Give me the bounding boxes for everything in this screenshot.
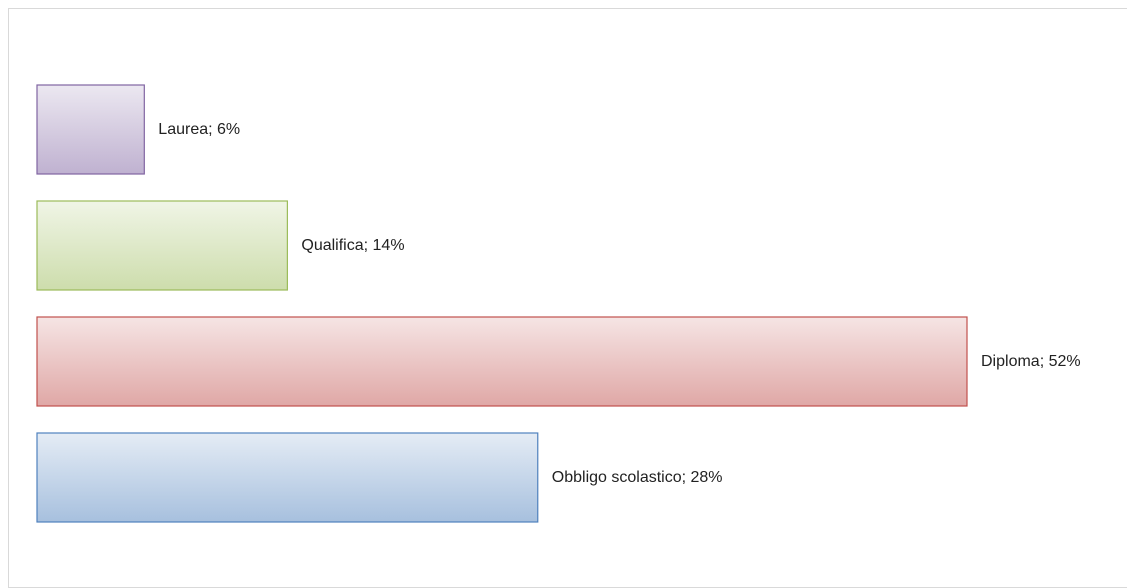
- data-label: Diploma; 52%: [981, 352, 1081, 370]
- data-label: Laurea; 6%: [158, 120, 241, 138]
- bar: [36, 200, 288, 291]
- chart: Laurea; 6% Qualifica; 14% Diploma; 52% Obbl…: [8, 8, 1127, 588]
- data-label: Obbligo scolastico; 28%: [551, 468, 723, 486]
- bar: [36, 432, 539, 523]
- bar: [36, 84, 145, 175]
- data-label: Qualifica; 14%: [301, 236, 405, 254]
- plot: [36, 84, 968, 523]
- bar: [36, 316, 968, 407]
